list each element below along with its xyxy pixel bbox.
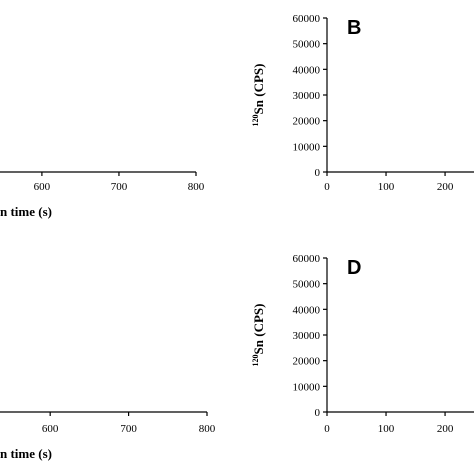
x-tick-label: 600 xyxy=(42,423,59,435)
y-tick-label: 0 xyxy=(315,167,321,179)
x-tick-label: 0 xyxy=(324,423,330,435)
x-tick-label: 700 xyxy=(120,423,137,435)
y-tick-label: 20000 xyxy=(293,356,321,368)
x-axis-title: n time (s) xyxy=(0,446,52,461)
x-tick-label: 100 xyxy=(378,181,395,193)
x-tick-label: 800 xyxy=(188,181,205,193)
y-tick-label: 10000 xyxy=(293,141,321,153)
panel-a: 500600700800n time (s)TBTTeBT xyxy=(0,171,205,219)
panel-c: 500600700800n time (s)TBT xyxy=(0,411,216,461)
x-tick-label: 0 xyxy=(324,181,330,193)
panel-d: 0 100 200 0 10000 20000 30000 40000 50000 60000 12… xyxy=(251,253,474,435)
y-tick-label: 20000 xyxy=(293,116,321,128)
y-tick-label: 30000 xyxy=(293,90,321,102)
y-tick-label: 60000 xyxy=(293,13,321,25)
panel-letter: D xyxy=(347,257,361,279)
y-tick-label: 50000 xyxy=(293,279,321,291)
x-tick-label: 200 xyxy=(437,423,454,435)
x-tick-label: 800 xyxy=(199,423,216,435)
y-axis-title-isotope: 120 xyxy=(251,354,260,366)
y-axis-title-text: Sn (CPS) xyxy=(251,304,266,355)
y-axis-title-isotope: 120 xyxy=(251,114,260,126)
panel-letter: B xyxy=(347,17,361,39)
x-axis-title: n time (s) xyxy=(0,204,52,219)
y-tick-label: 0 xyxy=(315,407,321,419)
x-tick-label: 100 xyxy=(378,423,395,435)
x-tick-label: 700 xyxy=(111,181,128,193)
panel-b: 0 100 200 0 10000 20000 30000 40000 50000 60000 12… xyxy=(251,13,474,193)
y-tick-label: 10000 xyxy=(293,381,321,393)
y-tick-label: 40000 xyxy=(293,304,321,316)
y-axis-title: 120Sn (CPS) xyxy=(251,304,266,367)
x-tick-label: 200 xyxy=(437,181,454,193)
y-tick-label: 50000 xyxy=(293,39,321,51)
y-axis-title-text: Sn (CPS) xyxy=(251,64,266,115)
y-tick-label: 40000 xyxy=(293,64,321,76)
y-axis-title: 120Sn (CPS) xyxy=(251,64,266,127)
y-tick-label: 60000 xyxy=(293,253,321,265)
x-tick-label: 600 xyxy=(34,181,51,193)
y-tick-label: 30000 xyxy=(293,330,321,342)
